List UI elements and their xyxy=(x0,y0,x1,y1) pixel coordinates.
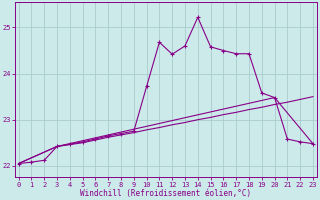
X-axis label: Windchill (Refroidissement éolien,°C): Windchill (Refroidissement éolien,°C) xyxy=(80,189,251,198)
